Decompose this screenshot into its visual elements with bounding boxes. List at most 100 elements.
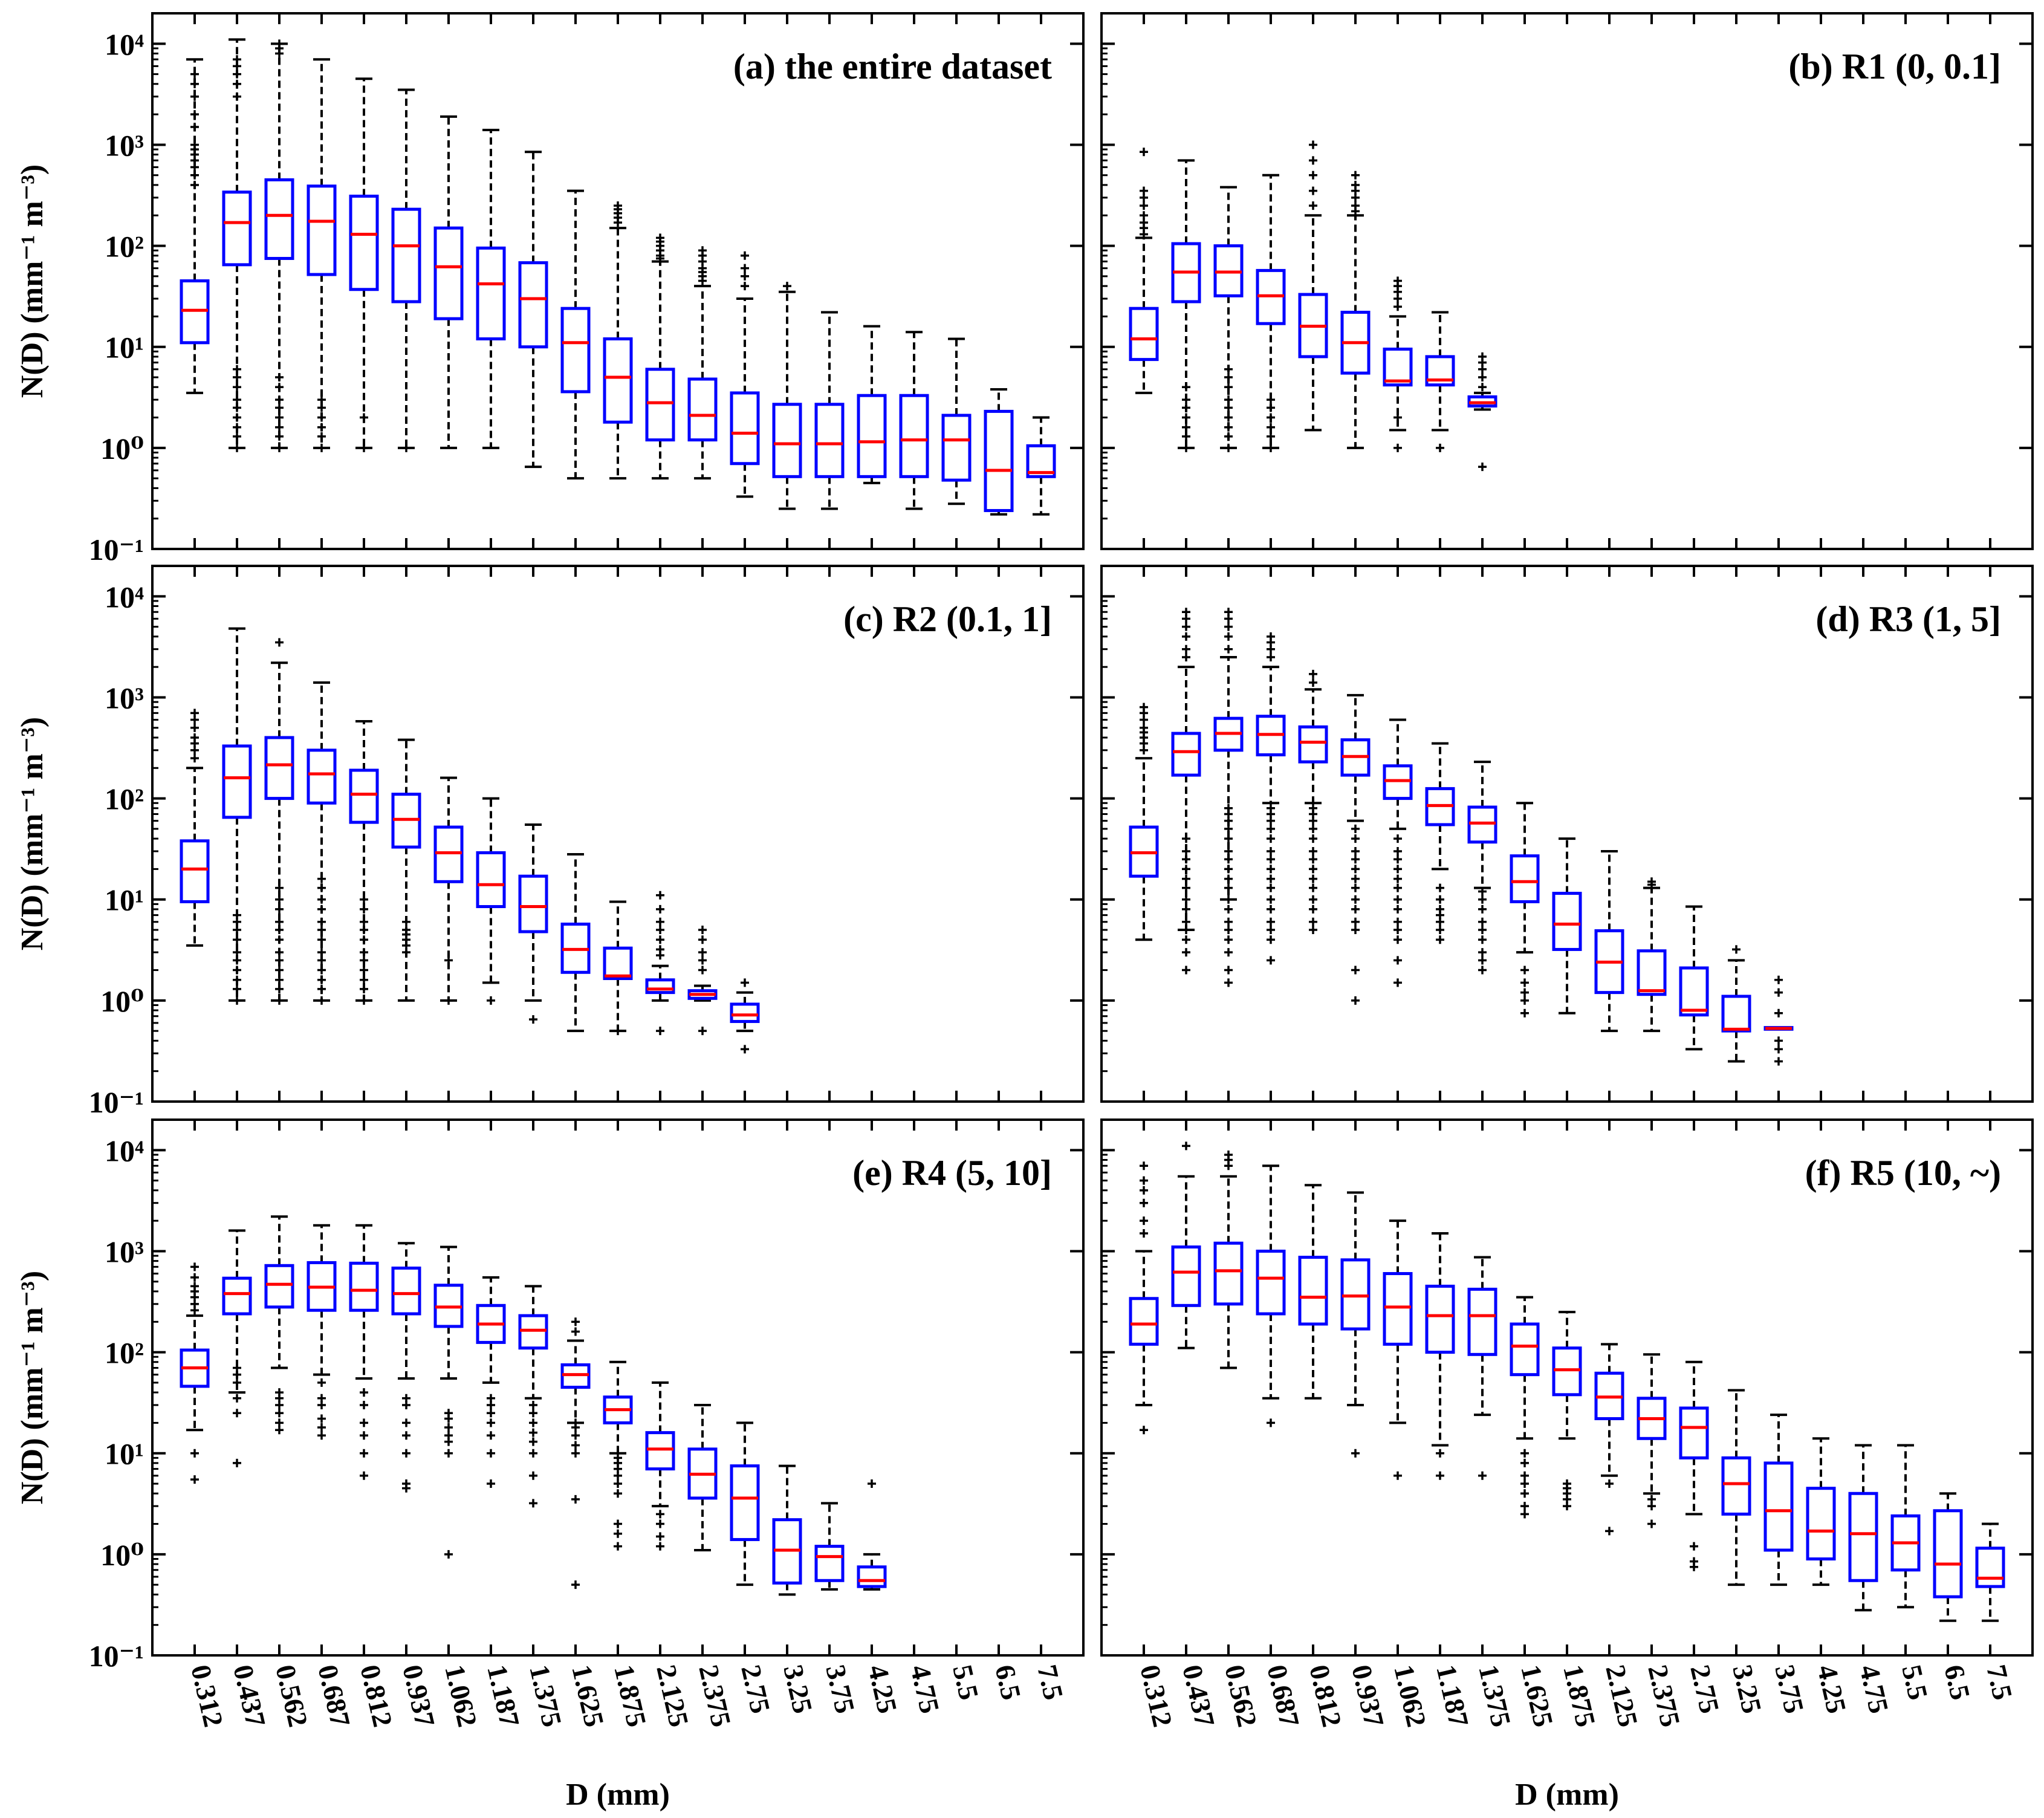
outlier-marker	[1393, 883, 1402, 892]
outlier-marker	[698, 935, 707, 944]
outlier-marker	[1351, 855, 1360, 864]
outlier-marker	[444, 1409, 453, 1418]
box-2.125	[645, 891, 675, 1036]
iqr-box	[391, 1266, 421, 1316]
outlier-marker	[1140, 703, 1148, 712]
outlier-marker	[360, 975, 368, 984]
box-0.687	[307, 1224, 337, 1440]
outlier-marker	[1351, 895, 1360, 904]
outlier-marker	[1393, 904, 1402, 914]
outlier-marker	[656, 233, 664, 242]
outlier-marker	[656, 904, 664, 914]
box-0.687	[307, 681, 337, 1005]
outlier-marker	[1520, 988, 1529, 997]
box-2.75	[730, 1421, 760, 1586]
iqr-box	[1679, 966, 1709, 1017]
iqr-box	[222, 1276, 252, 1316]
outlier-marker	[233, 70, 241, 79]
outlier-marker	[1309, 170, 1317, 180]
outlier-marker	[360, 904, 368, 914]
outlier-marker	[571, 1317, 580, 1326]
outlier-marker	[1140, 148, 1148, 157]
outlier-marker	[571, 1441, 580, 1450]
outlier-marker	[1267, 956, 1275, 965]
outlier-marker	[1267, 874, 1275, 883]
outlier-marker	[1267, 395, 1275, 404]
iqr-box	[1510, 854, 1540, 903]
box-1.187	[476, 797, 506, 1005]
iqr-box	[1510, 1322, 1540, 1377]
box-1.625	[560, 852, 591, 1033]
outlier-marker	[1351, 834, 1360, 843]
box-0.937	[1340, 170, 1371, 449]
iqr-box	[1425, 1284, 1455, 1354]
outlier-marker	[317, 395, 326, 404]
outlier-marker	[656, 891, 664, 900]
iqr-box	[1256, 1249, 1286, 1316]
outlier-marker	[190, 123, 199, 132]
y-tick-label: 10¹	[105, 331, 144, 365]
outlier-marker	[1478, 904, 1487, 914]
outlier-marker	[614, 1479, 622, 1488]
iqr-box	[1975, 1547, 2005, 1588]
box-1.875	[1552, 837, 1582, 1015]
outlier-marker	[1351, 904, 1360, 914]
panel-title: (b) R1 (0, 0.1]	[1788, 47, 2001, 86]
outlier-marker	[1182, 846, 1190, 855]
outlier-marker	[1224, 846, 1233, 855]
outlier-marker	[1774, 1057, 1783, 1066]
outlier-marker	[402, 917, 410, 926]
box-0.937	[391, 88, 421, 452]
iqr-box	[645, 1431, 675, 1471]
outlier-marker	[190, 709, 199, 718]
iqr-box	[1721, 1456, 1751, 1516]
outlier-marker	[1224, 383, 1233, 392]
y-axis-title-a: N(D) (mm⁻¹ m⁻³)	[15, 164, 50, 398]
box-2.75	[730, 978, 760, 1054]
outlier-marker	[1478, 966, 1487, 975]
outlier-marker	[698, 956, 707, 965]
outlier-marker	[1309, 904, 1317, 914]
x-axis-title-e: D (mm)	[566, 1777, 670, 1812]
outlier-marker	[1140, 1426, 1148, 1435]
outlier-marker	[444, 956, 453, 965]
box-4.25	[1806, 1437, 1836, 1586]
outlier-marker	[1563, 1479, 1571, 1488]
y-tick-label: 10²	[105, 1336, 144, 1370]
outlier-marker	[1267, 904, 1275, 914]
outlier-marker	[275, 1388, 284, 1397]
y-axis-title-e: N(D) (mm⁻¹ m⁻³)	[15, 1271, 50, 1504]
outlier-marker	[233, 1409, 241, 1418]
outlier-marker	[487, 996, 495, 1005]
outlier-marker	[1182, 413, 1190, 422]
x-tick-label: 7.5	[1981, 1662, 2019, 1703]
outlier-marker	[1478, 948, 1487, 957]
iqr-box	[518, 261, 548, 349]
outlier-marker	[1732, 945, 1741, 954]
outlier-marker	[233, 966, 241, 975]
outlier-marker	[1478, 352, 1487, 361]
iqr-box	[264, 736, 294, 800]
outlier-marker	[233, 383, 241, 392]
outlier-marker	[1393, 956, 1402, 965]
box-0.562	[1213, 186, 1244, 452]
outlier-marker	[275, 39, 284, 48]
outlier-marker	[317, 443, 326, 452]
outlier-marker	[317, 403, 326, 412]
outlier-marker	[1520, 1510, 1529, 1519]
outlier-marker	[1520, 1449, 1529, 1458]
box-2.375	[1637, 1353, 1667, 1528]
outlier-marker	[1393, 846, 1402, 855]
outlier-marker	[233, 984, 241, 993]
outlier-marker	[1140, 1186, 1148, 1195]
outlier-marker	[1182, 403, 1190, 412]
outlier-marker	[1647, 877, 1656, 886]
box-1.375	[1467, 1256, 1497, 1480]
outlier-marker	[741, 1045, 749, 1054]
outlier-marker	[741, 978, 749, 987]
iqr-box	[1129, 1297, 1159, 1346]
box-1.062	[1383, 718, 1413, 987]
outlier-marker	[1436, 1449, 1444, 1458]
iqr-box	[1552, 1346, 1582, 1397]
